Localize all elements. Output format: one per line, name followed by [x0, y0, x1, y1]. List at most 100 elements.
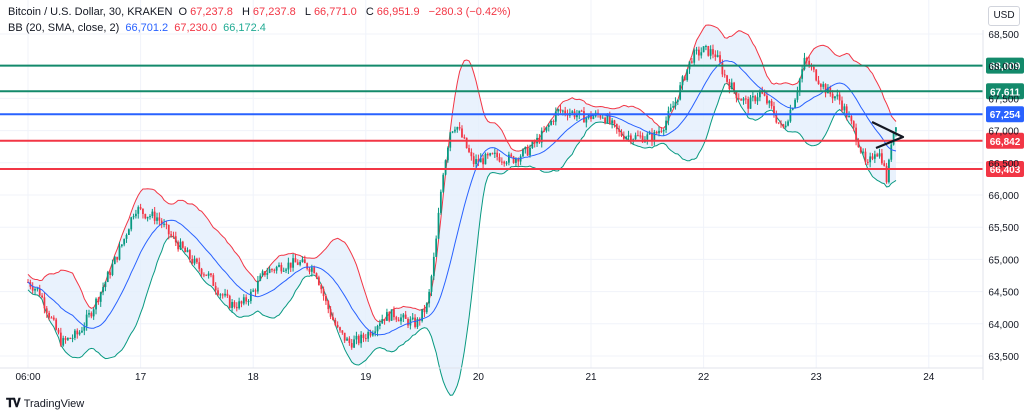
x-tick-label: 24 [923, 372, 935, 383]
candle-body [676, 99, 679, 103]
candle-body [784, 125, 787, 128]
y-tick-label: 65,500 [988, 223, 1019, 234]
candle-body [543, 130, 545, 132]
candle-body [296, 262, 299, 265]
candle-body [120, 244, 123, 247]
branding[interactable]: 𝐓𝐕 TradingView [6, 396, 84, 411]
candle-body [885, 165, 888, 183]
high-value: 67,237.8 [252, 6, 296, 18]
candle-body [322, 289, 325, 297]
candle-body [339, 327, 341, 331]
candle-body [196, 258, 198, 263]
candle-body [144, 213, 147, 219]
candle-body [698, 49, 700, 56]
candle-body [268, 269, 271, 273]
candle-body [407, 318, 409, 326]
candle-body [667, 110, 670, 121]
candle-body [325, 296, 327, 302]
candle-body [177, 242, 180, 250]
candle-body [167, 224, 170, 235]
candle-body [151, 211, 154, 217]
candle-body [651, 132, 653, 142]
price-axis[interactable]: 63,500 64,000 64,500 65,000 65,500 66,000 66,5… [988, 30, 1019, 363]
candle-body [329, 309, 332, 317]
candle-body [149, 216, 151, 218]
candle-body [109, 272, 112, 275]
candle-body [247, 301, 250, 303]
candle-body [299, 261, 302, 265]
candle-body [754, 96, 757, 102]
candle-body [127, 229, 130, 235]
candle-body [282, 270, 285, 272]
candle-body [794, 99, 796, 109]
candle-body [160, 220, 163, 225]
candle-body [859, 147, 862, 153]
candle-body [317, 277, 320, 286]
candle-body [327, 301, 330, 310]
y-tick-label: 63,500 [988, 352, 1019, 363]
candle-body [461, 128, 463, 138]
candle-body [437, 212, 440, 239]
level-price-label: 68,009 [990, 62, 1021, 73]
candle-body [855, 127, 857, 142]
candle-body [601, 117, 604, 119]
candle-body [756, 97, 759, 102]
low-value: 66,771.0 [313, 6, 357, 18]
candle-body [348, 338, 351, 344]
time-axis[interactable]: 06:00 17 18 19 20 21 22 23 24 [15, 372, 934, 383]
candle-body [505, 162, 508, 164]
candle-body [435, 238, 438, 257]
candle-body [489, 153, 492, 156]
candle-body [66, 337, 69, 340]
candle-body [486, 153, 489, 156]
candle-body [674, 102, 677, 107]
indicator-title[interactable]: BB (20, SMA, close, 2) [8, 22, 120, 34]
candle-body [679, 85, 682, 100]
candle-body [550, 120, 553, 125]
level-price-tag [986, 57, 1024, 74]
candle-body [142, 208, 144, 214]
candle-body [172, 235, 175, 237]
x-tick-label: 21 [585, 372, 597, 383]
candle-body [740, 99, 743, 101]
candle-body [254, 290, 257, 292]
candle-body [892, 131, 895, 145]
candle-body [796, 91, 799, 100]
symbol-title[interactable]: Bitcoin / U.S. Dollar, 30, KRAKEN [8, 6, 173, 18]
candle-body [540, 130, 543, 143]
candle-body [463, 137, 466, 139]
currency-button[interactable]: USD [988, 6, 1020, 26]
x-tick-label: 17 [135, 372, 147, 383]
close-label: C [365, 6, 374, 18]
candle-body [135, 213, 137, 217]
candle-body [454, 129, 456, 132]
candle-body [224, 293, 226, 296]
candle-body [48, 312, 51, 318]
candle-body [153, 211, 156, 221]
candle-body [198, 262, 201, 269]
candle-body [200, 268, 203, 275]
candle-body [484, 153, 487, 165]
candle-body [381, 319, 384, 324]
candle-body [336, 324, 339, 328]
level-price-label: 67,611 [990, 87, 1020, 98]
candle-body [252, 290, 255, 292]
candle-body [592, 116, 595, 119]
candle-body [388, 312, 391, 321]
candle-body [447, 147, 449, 161]
candle-body [353, 339, 355, 348]
candle-body [74, 330, 76, 338]
candle-body [421, 309, 423, 321]
candle-body [622, 135, 625, 140]
candle-body [212, 275, 215, 286]
candle-body [285, 269, 287, 271]
candle-body [289, 262, 292, 268]
candle-body [836, 94, 839, 97]
candle-body [71, 337, 74, 339]
high-label: H [241, 6, 250, 18]
candle-body [90, 313, 93, 317]
candle-body [132, 216, 135, 218]
candle-body [179, 241, 182, 250]
candle-body [808, 60, 811, 67]
